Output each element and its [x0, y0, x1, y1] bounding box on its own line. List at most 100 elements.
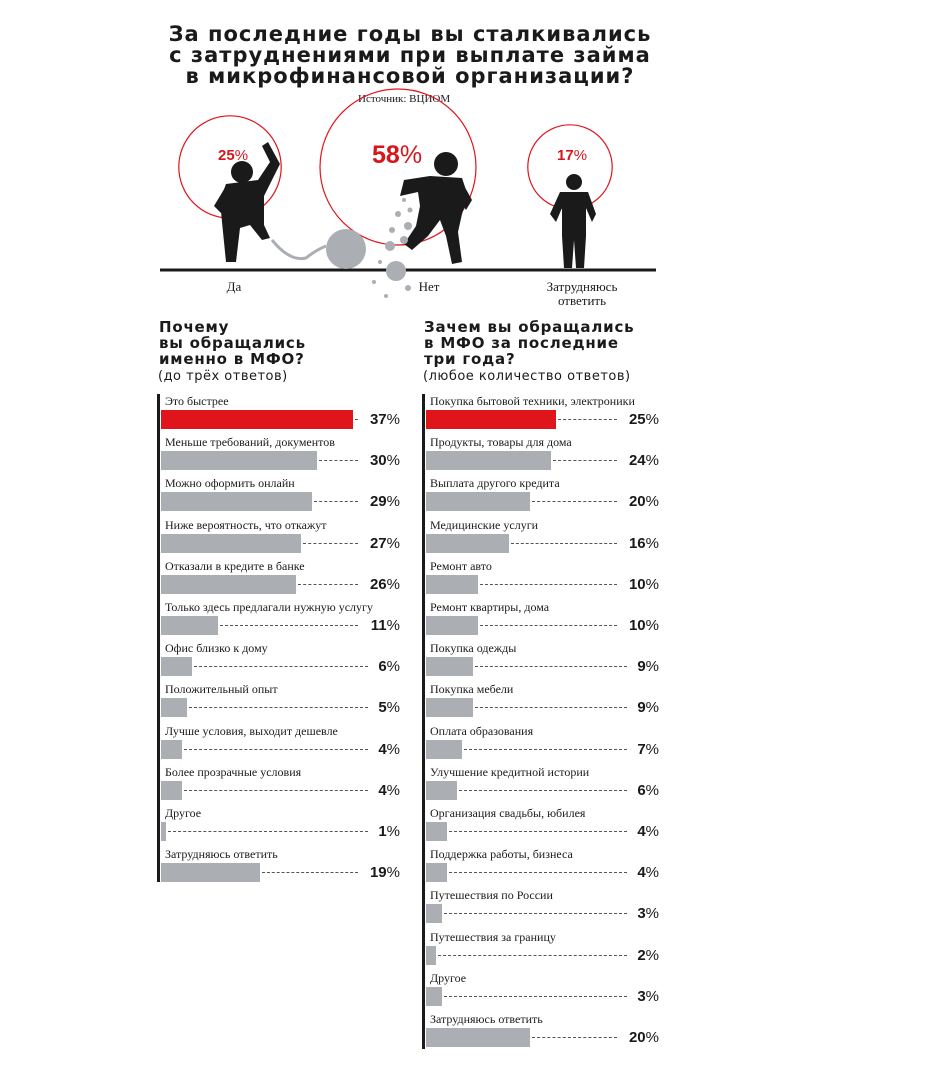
right-row-bar	[426, 451, 551, 471]
left-row-leader	[189, 707, 368, 709]
right-row-bar	[426, 739, 463, 759]
ball-small-icon	[386, 261, 406, 281]
right-row-label: Поддержка работы, бизнеса	[430, 847, 573, 862]
left-row-value: 6%	[378, 658, 400, 676]
left-row-label: Затрудняюсь ответить	[165, 847, 278, 862]
right-row-leader	[558, 419, 617, 420]
right-title-line-1: Зачем вы обращались	[424, 318, 635, 336]
left-row-value: 11%	[370, 617, 400, 634]
left-row-value: 29%	[369, 493, 400, 511]
left-chart-axis	[157, 394, 160, 882]
right-row-value: 9%	[637, 699, 659, 717]
right-row-value: 2%	[637, 946, 659, 964]
right-row-label: Выплата другого кредита	[430, 476, 560, 491]
right-row-label: Ремонт квартиры, дома	[430, 600, 550, 614]
left-row-leader	[183, 748, 368, 750]
right-row-value: 9%	[637, 658, 659, 676]
answer-unsure-value: 17%	[557, 147, 588, 164]
right-row-bar	[426, 698, 473, 718]
left-row-label: Только здесь предлагали нужную услугу	[165, 600, 373, 614]
right-row-value: 4%	[637, 864, 659, 882]
answer-no-label: Нет	[418, 279, 440, 294]
left-row-leader	[183, 789, 368, 791]
right-row-leader	[443, 913, 627, 915]
right-title-line-2: в МФО за последние	[424, 334, 619, 352]
left-row-value: 19%	[369, 864, 400, 882]
chain-icon	[270, 239, 327, 261]
right-row-value: 6%	[637, 781, 659, 799]
right-row-value: 10%	[628, 575, 659, 593]
title-line-1: За последние годы вы сталкивались	[168, 22, 652, 46]
title-line-3: в микрофинансовой организации?	[185, 64, 635, 88]
right-row-leader	[448, 831, 627, 832]
dots-icon	[372, 198, 413, 298]
right-chart-axis	[422, 394, 425, 1049]
left-row-bar	[161, 492, 312, 512]
left-row-bar	[161, 616, 219, 635]
right-row-label: Продукты, товары для дома	[430, 435, 572, 450]
left-title-line-3: именно в МФО?	[159, 350, 305, 368]
right-row-label: Путешествия по России	[430, 888, 553, 903]
right-row-value: 25%	[628, 411, 659, 428]
left-row-leader	[313, 501, 358, 503]
right-row-bar	[426, 616, 478, 635]
answer-unsure-label: Затрудняюсь ответить	[546, 279, 618, 308]
left-section-title: Почему вы обращались именно в МФО?	[159, 319, 306, 367]
figure-no-icon	[400, 152, 472, 264]
right-row-bar	[426, 945, 437, 965]
figure-unsure-icon	[550, 174, 596, 268]
left-row-value: 1%	[378, 823, 400, 840]
left-row-leader	[355, 419, 358, 420]
right-row-label: Медицинские услуги	[430, 517, 539, 532]
left-row-leader	[194, 666, 368, 668]
right-row-value: 4%	[637, 823, 659, 840]
left-row-value: 26%	[369, 575, 400, 593]
left-row-bar	[161, 698, 187, 718]
left-row-leader	[319, 460, 358, 462]
left-row-value: 4%	[378, 740, 400, 758]
left-row-label: Меньше требований, документов	[165, 435, 335, 450]
right-row-leader	[448, 872, 627, 874]
left-row-bar	[161, 410, 354, 429]
right-row-value: 3%	[637, 987, 659, 1005]
right-row-value: 10%	[628, 617, 659, 634]
right-row-label: Ремонт авто	[430, 558, 492, 573]
right-section-subtitle: (любое количество ответов)	[423, 369, 631, 384]
right-row-leader	[474, 707, 627, 709]
left-row-bar	[161, 863, 260, 883]
left-title-line-1: Почему	[159, 318, 230, 336]
right-row-value: 20%	[628, 1029, 659, 1046]
left-row-label: Положительный опыт	[165, 682, 278, 697]
left-row-value: 37%	[369, 411, 400, 428]
right-row-leader	[464, 748, 627, 750]
right-row-label: Покупка одежды	[430, 641, 517, 656]
right-row-bar	[426, 1028, 530, 1047]
right-row-leader	[480, 583, 617, 585]
right-title-line-3: три года?	[424, 350, 516, 368]
left-row-leader	[261, 872, 358, 874]
left-row-leader	[220, 625, 358, 626]
right-row-bar	[426, 863, 447, 883]
left-row-value: 30%	[369, 452, 400, 470]
left-row-value: 27%	[369, 534, 400, 552]
left-row-bar	[161, 657, 193, 677]
left-row-value: 5%	[378, 699, 400, 717]
left-row-bar	[161, 451, 317, 471]
right-section-title: Зачем вы обращались в МФО за последние т…	[424, 319, 634, 367]
source-note: Источник: ВЦИОМ	[358, 93, 451, 105]
title-line-2: с затруднениями при выплате займа	[169, 43, 651, 67]
right-row-bar	[426, 780, 458, 800]
left-row-value: 4%	[378, 781, 400, 799]
right-row-label: Организация свадьбы, юбилея	[430, 806, 586, 820]
right-row-label: Путешествия за границу	[430, 929, 556, 944]
left-row-label: Офис близко к дому	[165, 641, 268, 656]
left-row-leader	[168, 831, 368, 832]
right-row-label: Затрудняюсь ответить	[430, 1012, 543, 1026]
right-row-leader	[438, 954, 627, 956]
right-row-bar	[426, 822, 447, 841]
right-row-bar	[426, 904, 442, 924]
figure-yes-icon	[214, 142, 280, 262]
right-row-leader	[474, 666, 627, 668]
right-row-value: 3%	[637, 905, 659, 923]
left-row-label: Другое	[165, 806, 202, 820]
